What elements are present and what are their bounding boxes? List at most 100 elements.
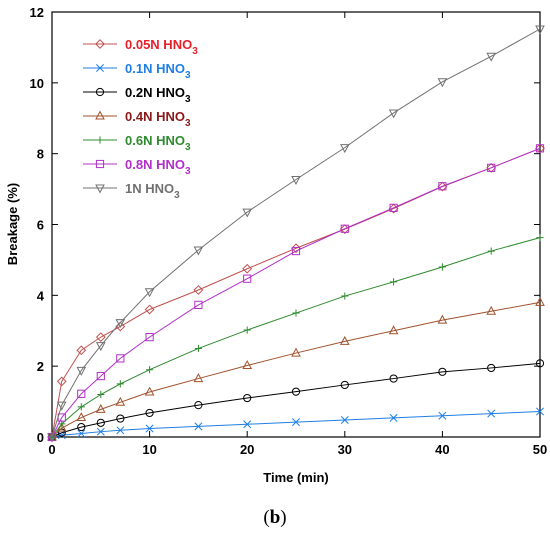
data-point [438, 182, 447, 191]
legend-label-subscript: 3 [185, 94, 191, 105]
data-point [535, 143, 545, 154]
data-point [486, 52, 497, 62]
data-point [47, 433, 57, 443]
data-point [56, 401, 67, 411]
x-tick-label: 0 [48, 442, 55, 457]
data-point [95, 110, 105, 120]
data-point [438, 263, 446, 271]
data-point [115, 396, 126, 406]
y-tick-label: 2 [37, 359, 44, 374]
data-point [243, 326, 251, 334]
data-point [340, 416, 349, 424]
data-point [536, 407, 544, 416]
data-point [243, 274, 252, 283]
data-point [291, 347, 301, 357]
legend-label-subscript: 3 [185, 70, 191, 81]
data-point [116, 354, 125, 363]
data-point [95, 39, 105, 49]
data-point [535, 144, 545, 153]
data-point [390, 278, 398, 286]
data-point [389, 203, 398, 212]
legend-label-subscript: 3 [192, 46, 198, 57]
legend-label-main: 0.05N HNO [125, 37, 192, 52]
data-point [243, 393, 252, 403]
data-point [96, 371, 105, 381]
data-point [339, 144, 350, 154]
series-layer [47, 25, 545, 443]
data-point [56, 376, 67, 387]
data-point [77, 389, 86, 398]
legend-label-subscript: 3 [185, 142, 191, 153]
data-point [339, 335, 350, 345]
legend-label: 0.8N HNO3 [125, 157, 191, 177]
x-tick-label: 10 [142, 442, 156, 457]
data-point [389, 374, 398, 383]
data-point [116, 380, 124, 388]
data-point [242, 360, 253, 369]
data-point [292, 309, 300, 317]
series-3 [47, 296, 545, 441]
legend-label-subscript: 3 [174, 190, 180, 201]
legend-label-main: 1N HNO [125, 181, 174, 196]
legend-label-main: 0.1N HNO [125, 61, 185, 76]
panel-label: (b) [263, 507, 286, 528]
x-tick-label: 30 [338, 442, 352, 457]
data-point [95, 159, 105, 169]
data-point [95, 184, 105, 194]
legend-label-subscript: 3 [185, 118, 191, 129]
data-point [243, 420, 252, 429]
data-point [96, 427, 105, 436]
data-point [340, 224, 349, 233]
legend-label-main: 0.6N HNO [125, 133, 185, 148]
x-tick-label: 50 [533, 442, 547, 457]
data-point [193, 285, 204, 295]
x-tick-label: 20 [240, 442, 254, 457]
legend-label-subscript: 3 [185, 166, 191, 177]
data-point [536, 234, 544, 242]
y-tick-label: 0 [37, 430, 44, 445]
data-point [389, 413, 398, 422]
series-0 [47, 143, 545, 442]
y-tick-label: 12 [30, 5, 44, 20]
data-point [115, 321, 126, 332]
data-point [116, 426, 125, 435]
data-point [438, 411, 447, 420]
series-5 [47, 144, 545, 442]
legend-label-main: 0.4N HNO [125, 109, 185, 124]
data-point [144, 304, 155, 315]
data-point [242, 263, 253, 274]
data-point [487, 163, 496, 172]
data-point [96, 64, 104, 72]
data-point [341, 292, 349, 300]
data-point [115, 319, 126, 329]
data-point [340, 380, 349, 390]
data-point [388, 203, 399, 214]
data-point [95, 403, 106, 413]
series-line [51, 301, 541, 438]
data-point [388, 109, 399, 119]
series-4 [48, 234, 544, 441]
legend-label-main: 0.8N HNO [125, 157, 185, 172]
data-point [437, 314, 448, 324]
data-point [291, 176, 301, 185]
x-tick-label: 40 [435, 442, 449, 457]
data-point [95, 87, 105, 97]
data-point [76, 366, 87, 376]
data-point [487, 409, 496, 418]
data-point [535, 25, 545, 35]
data-point [487, 247, 495, 255]
data-point [194, 422, 203, 431]
series-1 [48, 407, 544, 441]
y-tick-label: 6 [37, 218, 44, 233]
y-axis-title: Breakage (%) [5, 183, 20, 265]
legend-entry: 1N HNO3 [83, 181, 180, 201]
data-point [145, 333, 154, 342]
data-point [193, 246, 204, 256]
data-point [116, 414, 125, 423]
legend-entry: 0.1N HNO3 [83, 61, 191, 81]
data-point [193, 373, 204, 383]
legend-entry: 0.2N HNO3 [83, 85, 191, 105]
data-point [95, 332, 106, 343]
data-point [57, 431, 66, 440]
